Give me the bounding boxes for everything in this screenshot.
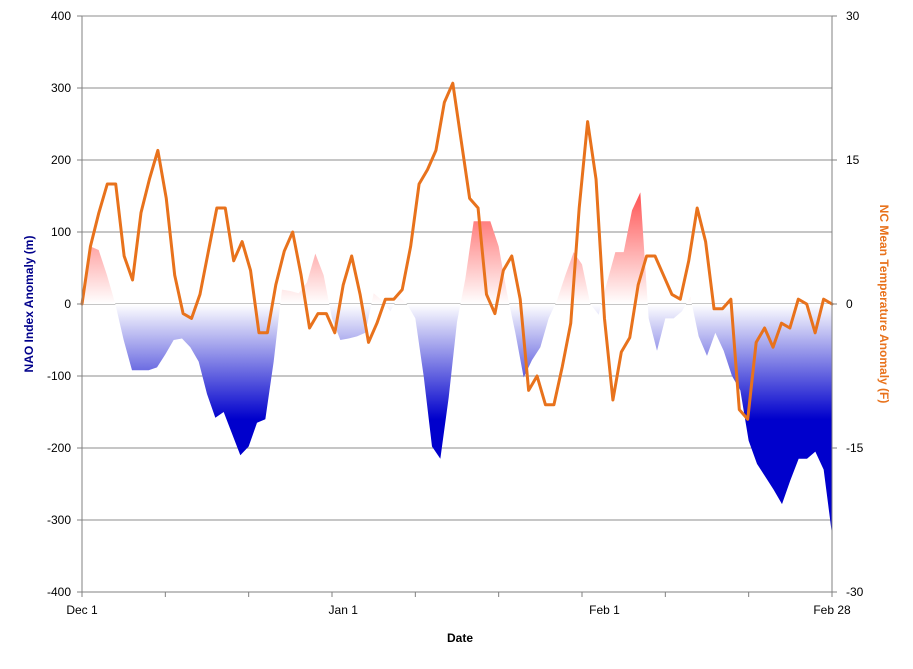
x-axis-tick-labels: Dec 1 Jan 1 Feb 1 Feb 28 [66,603,851,617]
left-tick-label: -200 [47,441,71,455]
right-tick-label: 15 [846,153,860,167]
x-axis-title: Date [447,631,473,645]
right-tick-label: -30 [846,585,864,599]
left-tick-label: 0 [64,297,71,311]
x-tick-label: Dec 1 [66,603,98,617]
x-tick-label: Feb 1 [589,603,620,617]
left-tick-label: 200 [51,153,71,167]
nao-area [82,192,832,535]
temperature-line [80,81,834,421]
right-tick-label: -15 [846,441,864,455]
x-tick-label: Feb 28 [813,603,851,617]
left-axis-tick-labels: 400 300 200 100 0 -100 -200 -300 -400 [47,9,71,599]
right-axis-tick-labels: 30 15 0 -15 -30 [846,9,864,599]
axes [77,15,837,597]
left-tick-label: -100 [47,369,71,383]
left-tick-label: 100 [51,225,71,239]
right-tick-label: 30 [846,9,860,23]
left-tick-label: -400 [47,585,71,599]
left-tick-label: 400 [51,9,71,23]
left-tick-label: -300 [47,513,71,527]
temperature-line-series [80,81,834,421]
x-tick-label: Jan 1 [329,603,359,617]
right-axis-title: NC Mean Temperature Anomaly (F) [877,205,891,404]
left-tick-label: 300 [51,81,71,95]
nao-area-series [82,192,832,535]
right-tick-label: 0 [846,297,853,311]
left-axis-title: NAO Index Anomaly (m) [22,236,36,373]
